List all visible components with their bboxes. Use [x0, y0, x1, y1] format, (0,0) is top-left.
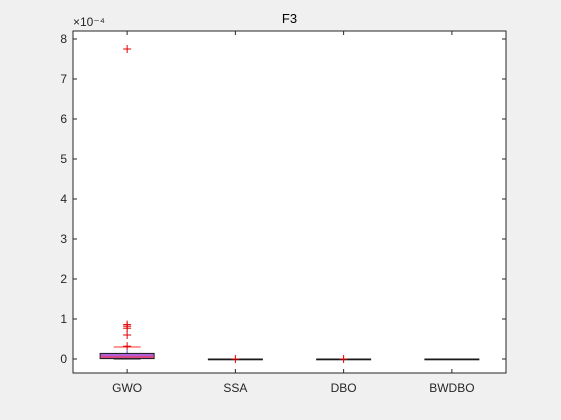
box-bwdbo — [424, 358, 480, 361]
x-tick-label: BWDBO — [429, 381, 474, 395]
box-ssa — [207, 355, 263, 363]
x-tick-label: GWO — [112, 381, 142, 395]
outlier-marker — [339, 355, 348, 363]
box-dbo — [316, 355, 372, 363]
axes-frame — [72, 30, 507, 374]
y-tick-label: 1 — [60, 312, 67, 326]
outlier-marker — [123, 342, 132, 351]
y-tick-label: 3 — [60, 232, 67, 246]
y-exponent-label: ×10⁻⁴ — [73, 15, 105, 29]
y-tick-label: 6 — [60, 112, 67, 126]
outlier-marker — [123, 331, 132, 339]
outlier-marker — [123, 320, 132, 329]
y-tick-label: 7 — [60, 72, 67, 86]
outlier-marker — [231, 355, 240, 363]
box-gwo — [99, 45, 155, 360]
chart-title: F3 — [282, 11, 297, 26]
box-iqr — [99, 352, 155, 360]
y-tick-label: 0 — [60, 352, 67, 366]
y-tick-label: 8 — [60, 32, 67, 46]
y-tick-label: 5 — [60, 152, 67, 166]
x-tick-label: SSA — [223, 381, 247, 395]
x-tick-label: DBO — [331, 381, 357, 395]
outlier-marker — [123, 45, 132, 53]
y-tick-label: 4 — [60, 192, 67, 206]
y-tick-label: 2 — [60, 272, 67, 286]
plot-area — [73, 31, 506, 373]
